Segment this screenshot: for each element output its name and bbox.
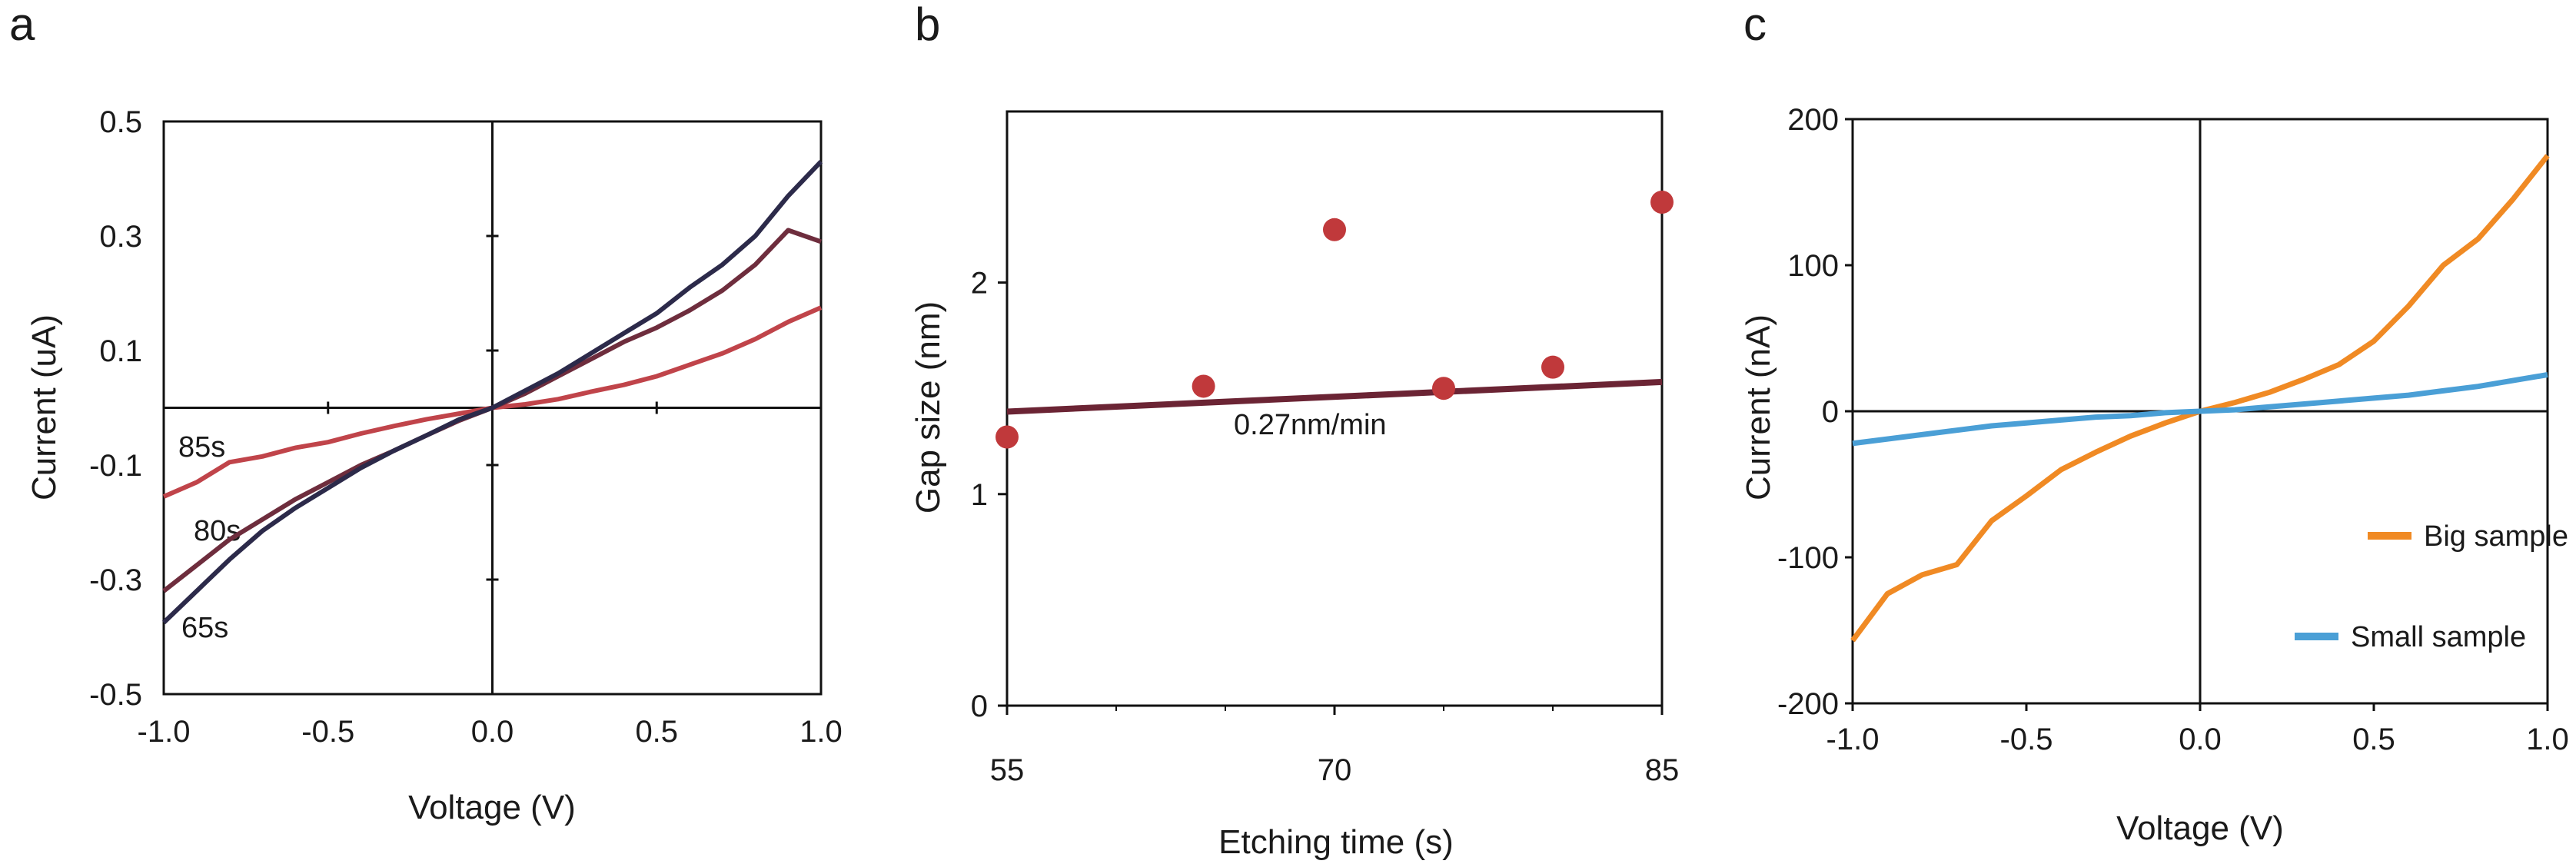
panel-a-x-tick-label: 0.0 bbox=[471, 715, 514, 749]
panel-c-x-axis-title: Voltage (V) bbox=[2116, 809, 2284, 847]
panel-a-iv-chart: Voltage (V) Current (uA) 85s 80s 65s -1.… bbox=[25, 105, 843, 826]
panel-b-y-tick-label: 0 bbox=[971, 690, 988, 723]
panel-b-x-tick-label: 85 bbox=[1645, 753, 1680, 787]
panel-c-y-tick-label: -200 bbox=[1777, 687, 1839, 721]
panel-a-x-tick-label: -1.0 bbox=[138, 715, 191, 749]
panel-b-y-tick-label: 1 bbox=[971, 478, 988, 512]
panel-b-data-point bbox=[1541, 355, 1564, 379]
series-label-65s: 65s bbox=[181, 612, 228, 644]
series-label-85s: 85s bbox=[178, 431, 225, 464]
panel-b-data-point bbox=[1650, 191, 1674, 214]
panel-a-y-tick-label: -0.1 bbox=[89, 449, 142, 483]
panel-b-fit-line bbox=[1006, 378, 1663, 415]
panel-a-y-tick-label: 0.3 bbox=[99, 220, 142, 254]
panel-a-y-tick-label: -0.5 bbox=[89, 678, 142, 712]
panel-a-x-tick-label: 0.5 bbox=[635, 715, 678, 749]
panel-a-x-axis-title: Voltage (V) bbox=[408, 789, 576, 826]
panel-a-y-tick-label: -0.3 bbox=[89, 563, 142, 597]
panel-b-data-point bbox=[1323, 218, 1346, 241]
panel-c-y-tick-label: -100 bbox=[1777, 541, 1839, 575]
panel-a-x-tick-label: 1.0 bbox=[799, 715, 843, 749]
panel-a-y-tick-label: 0.1 bbox=[99, 334, 142, 368]
legend-label-small-sample: Small sample bbox=[2351, 621, 2526, 653]
panel-c-x-tick-label: 0.0 bbox=[2179, 723, 2222, 756]
panel-c-series-line-small-sample bbox=[1852, 372, 2548, 447]
panel-b-data-point bbox=[995, 425, 1019, 449]
panel-a-y-tick-label: 0.5 bbox=[99, 105, 142, 139]
panel-label-b: b bbox=[915, 0, 940, 50]
panel-b-x-tick-label: 70 bbox=[1318, 753, 1352, 787]
panel-b-data-point bbox=[1432, 377, 1455, 400]
panel-c-x-tick-label: 0.5 bbox=[2352, 723, 2395, 756]
panel-c-x-tick-label: 1.0 bbox=[2526, 723, 2569, 756]
legend-label-big-sample: Big sample bbox=[2424, 520, 2568, 553]
panel-a-series-line-65s bbox=[161, 160, 823, 625]
panel-c-y-tick-label: 200 bbox=[1787, 103, 1839, 137]
panel-a-y-axis-title: Current (uA) bbox=[25, 314, 63, 500]
panel-b-gap-chart: Etching time (s) Gap size (nm) 0.27nm/mi… bbox=[909, 110, 1680, 861]
panel-c-iv-chart: Voltage (V) Current (nA) Big sample Smal… bbox=[1740, 103, 2569, 847]
panel-c-y-tick-label: 0 bbox=[1822, 395, 1839, 429]
panel-label-a: a bbox=[9, 0, 35, 50]
fit-slope-label: 0.27nm/min bbox=[1234, 409, 1387, 441]
panel-c-x-tick-label: -1.0 bbox=[1826, 723, 1880, 756]
panel-c-x-tick-label: -0.5 bbox=[2000, 723, 2053, 756]
panel-b-x-tick-label: 55 bbox=[990, 753, 1025, 787]
panel-c-y-tick-label: 100 bbox=[1787, 249, 1839, 283]
panel-label-c: c bbox=[1743, 0, 1767, 50]
panel-b-y-tick-label: 2 bbox=[971, 267, 988, 301]
panel-a-x-tick-label: -0.5 bbox=[301, 715, 354, 749]
panel-b-y-axis-title: Gap size (nm) bbox=[909, 301, 947, 513]
series-label-80s: 80s bbox=[194, 515, 241, 547]
panel-c-y-axis-title: Current (nA) bbox=[1740, 314, 1777, 500]
panel-b-data-point bbox=[1192, 374, 1215, 398]
panel-b-x-axis-title: Etching time (s) bbox=[1218, 823, 1454, 861]
